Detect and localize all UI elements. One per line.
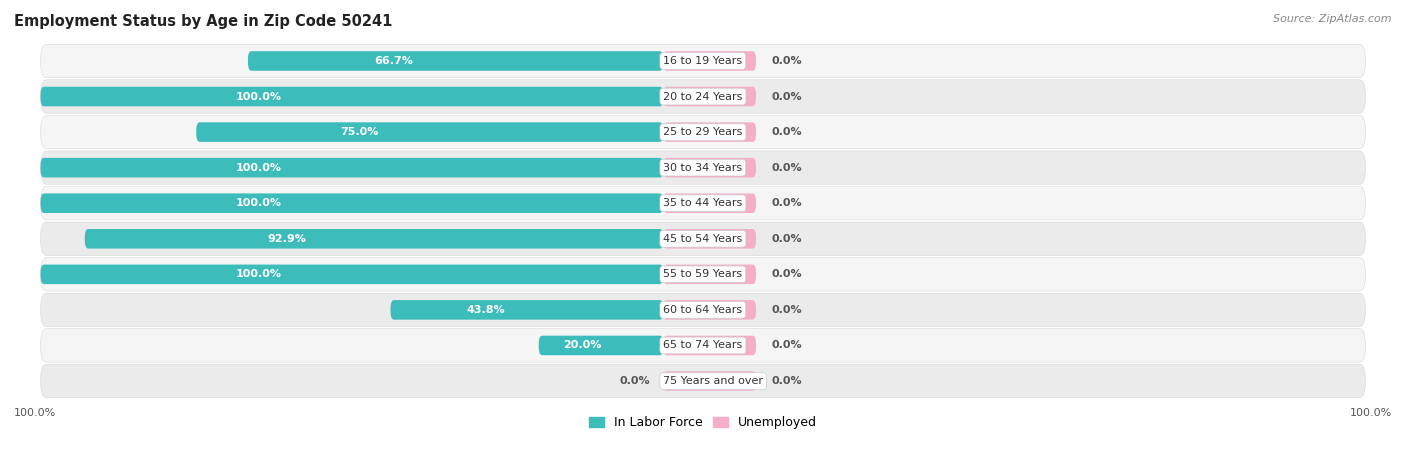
FancyBboxPatch shape	[41, 115, 1365, 149]
Text: 75.0%: 75.0%	[340, 127, 378, 137]
FancyBboxPatch shape	[664, 51, 756, 71]
FancyBboxPatch shape	[41, 158, 664, 177]
Text: 35 to 44 Years: 35 to 44 Years	[664, 198, 742, 208]
FancyBboxPatch shape	[664, 158, 756, 177]
FancyBboxPatch shape	[247, 51, 664, 71]
FancyBboxPatch shape	[391, 300, 664, 320]
Text: 16 to 19 Years: 16 to 19 Years	[664, 56, 742, 66]
Text: Employment Status by Age in Zip Code 50241: Employment Status by Age in Zip Code 502…	[14, 14, 392, 28]
FancyBboxPatch shape	[664, 336, 756, 355]
Text: 100.0%: 100.0%	[235, 269, 281, 279]
Text: 0.0%: 0.0%	[620, 376, 650, 386]
Text: 55 to 59 Years: 55 to 59 Years	[664, 269, 742, 279]
Text: 0.0%: 0.0%	[772, 376, 803, 386]
Text: 100.0%: 100.0%	[235, 92, 281, 101]
FancyBboxPatch shape	[41, 44, 1365, 78]
Text: 0.0%: 0.0%	[772, 269, 803, 279]
FancyBboxPatch shape	[538, 336, 664, 355]
Text: 20 to 24 Years: 20 to 24 Years	[664, 92, 742, 101]
FancyBboxPatch shape	[41, 187, 1365, 220]
FancyBboxPatch shape	[41, 265, 664, 284]
Text: 92.9%: 92.9%	[267, 234, 307, 244]
Text: 0.0%: 0.0%	[772, 92, 803, 101]
FancyBboxPatch shape	[664, 300, 756, 320]
Text: 20.0%: 20.0%	[564, 341, 602, 350]
Text: 100.0%: 100.0%	[235, 163, 281, 173]
FancyBboxPatch shape	[41, 258, 1365, 291]
Text: 60 to 64 Years: 60 to 64 Years	[664, 305, 742, 315]
FancyBboxPatch shape	[84, 229, 664, 249]
Text: 43.8%: 43.8%	[467, 305, 505, 315]
Text: 65 to 74 Years: 65 to 74 Years	[664, 341, 742, 350]
FancyBboxPatch shape	[664, 265, 756, 284]
Text: 30 to 34 Years: 30 to 34 Years	[664, 163, 742, 173]
FancyBboxPatch shape	[41, 364, 1365, 398]
FancyBboxPatch shape	[41, 329, 1365, 362]
Text: 0.0%: 0.0%	[772, 234, 803, 244]
Text: 100.0%: 100.0%	[14, 408, 56, 418]
FancyBboxPatch shape	[41, 222, 1365, 255]
FancyBboxPatch shape	[41, 87, 664, 106]
FancyBboxPatch shape	[41, 151, 1365, 184]
Text: 66.7%: 66.7%	[374, 56, 413, 66]
Text: 100.0%: 100.0%	[1350, 408, 1392, 418]
FancyBboxPatch shape	[41, 293, 1365, 327]
FancyBboxPatch shape	[664, 229, 756, 249]
Text: 75 Years and over: 75 Years and over	[664, 376, 763, 386]
Text: 0.0%: 0.0%	[772, 198, 803, 208]
Text: 100.0%: 100.0%	[235, 198, 281, 208]
Text: Source: ZipAtlas.com: Source: ZipAtlas.com	[1274, 14, 1392, 23]
FancyBboxPatch shape	[664, 122, 756, 142]
FancyBboxPatch shape	[664, 371, 756, 391]
FancyBboxPatch shape	[41, 80, 1365, 113]
Legend: In Labor Force, Unemployed: In Labor Force, Unemployed	[589, 416, 817, 429]
FancyBboxPatch shape	[197, 122, 664, 142]
Text: 0.0%: 0.0%	[772, 163, 803, 173]
Text: 0.0%: 0.0%	[772, 127, 803, 137]
FancyBboxPatch shape	[664, 193, 756, 213]
Text: 0.0%: 0.0%	[772, 56, 803, 66]
Text: 0.0%: 0.0%	[772, 341, 803, 350]
FancyBboxPatch shape	[664, 87, 756, 106]
Text: 0.0%: 0.0%	[772, 305, 803, 315]
Text: 25 to 29 Years: 25 to 29 Years	[664, 127, 742, 137]
FancyBboxPatch shape	[41, 193, 664, 213]
Text: 45 to 54 Years: 45 to 54 Years	[664, 234, 742, 244]
